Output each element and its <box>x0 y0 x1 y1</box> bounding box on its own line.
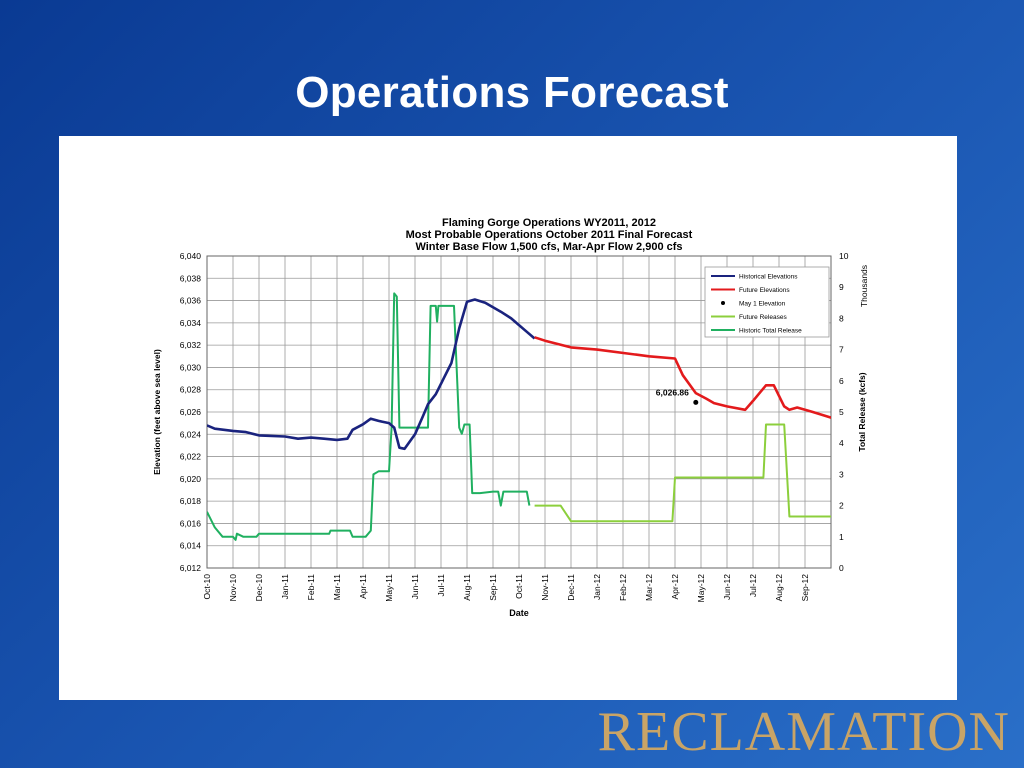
y-tick-label: 6,038 <box>180 273 202 283</box>
legend-label: Future Releases <box>739 314 787 321</box>
x-tick-label: Jun-12 <box>722 574 732 600</box>
y-tick-label: 6,024 <box>180 429 202 439</box>
y2-tick-label: 0 <box>839 563 844 573</box>
plot-frame <box>206 255 832 569</box>
x-tick-label: Dec-11 <box>566 574 576 601</box>
x-tick-label: Jan-12 <box>592 574 602 600</box>
slide-title: Operations Forecast <box>295 68 729 117</box>
chart-title-line: Most Probable Operations October 2011 Fi… <box>406 229 693 241</box>
y-tick-label: 6,036 <box>180 296 202 306</box>
y-tick-label: 6,022 <box>180 452 202 462</box>
y-axis-label: Elevation (feet above sea level) <box>152 349 162 475</box>
y2-tick-label: 1 <box>839 532 844 542</box>
x-tick-label: Dec-10 <box>254 574 264 602</box>
y2-tick-label: 3 <box>839 469 844 479</box>
y2-tick-label: 5 <box>839 407 844 417</box>
x-tick-label: Jul-11 <box>436 574 446 597</box>
x-tick-label: Mar-11 <box>332 574 342 601</box>
x-tick-label: Sep-11 <box>488 574 498 601</box>
legend-label: May 1 Elevation <box>739 301 786 308</box>
x-tick-label: Nov-11 <box>540 574 550 601</box>
y-tick-label: 6,018 <box>180 496 202 506</box>
x-axis-label: Date <box>509 608 529 618</box>
chart-title-line: Flaming Gorge Operations WY2011, 2012 <box>442 217 656 229</box>
x-tick-label: May-12 <box>696 574 706 603</box>
y-tick-label: 6,028 <box>180 385 202 395</box>
y2-tick-label: 8 <box>839 313 844 323</box>
y2-tick-label: 6 <box>839 376 844 386</box>
chart: Flaming Gorge Operations WY2011, 2012Mos… <box>152 217 869 618</box>
y-tick-label: 6,020 <box>180 474 202 484</box>
reclamation-logo-text: RECLAMATION <box>597 701 1010 763</box>
y2-tick-label: 2 <box>839 501 844 511</box>
x-tick-label: Feb-11 <box>306 574 316 601</box>
y-tick-label: 6,016 <box>180 518 202 528</box>
x-tick-label: Aug-11 <box>462 574 472 601</box>
x-tick-label: Oct-10 <box>202 574 212 600</box>
x-tick-label: Nov-10 <box>228 574 238 602</box>
legend-label: Future Elevations <box>739 287 790 294</box>
legend-label: Historical Elevations <box>739 274 798 281</box>
x-tick-label: May-11 <box>384 574 394 602</box>
x-tick-label: Jul-12 <box>748 574 758 597</box>
x-tick-label: Apr-11 <box>358 574 368 599</box>
legend-marker <box>721 301 725 305</box>
future-elevations-line <box>534 336 831 420</box>
x-tick-label: Jun-11 <box>410 574 420 600</box>
historical-elevations-line <box>207 298 536 451</box>
x-tick-label: Mar-12 <box>644 574 654 601</box>
may1-annotation-label: 6,026.86 <box>656 387 689 397</box>
y2-tick-label: 7 <box>839 345 844 355</box>
legend-label: Historic Total Release <box>739 328 802 335</box>
y-tick-label: 6,030 <box>180 362 202 372</box>
future-releases-line <box>534 423 831 523</box>
chart-title-line: Winter Base Flow 1,500 cfs, Mar-Apr Flow… <box>415 241 682 253</box>
chart-panel: Flaming Gorge Operations WY2011, 2012 Mos… <box>59 136 957 700</box>
y-tick-label: 6,032 <box>180 340 202 350</box>
y-tick-label: 6,012 <box>180 563 202 573</box>
y2-tick-label: 9 <box>839 282 844 292</box>
x-tick-label: Aug-12 <box>774 574 784 602</box>
x-tick-label: Jan-11 <box>280 574 290 600</box>
y-tick-label: 6,026 <box>180 407 202 417</box>
y-tick-label: 6,034 <box>180 318 202 328</box>
y-tick-label: 6,014 <box>180 541 202 551</box>
may-1-elevation-point <box>693 399 699 405</box>
x-tick-label: Oct-11 <box>514 574 524 599</box>
historic-total-release-line <box>207 292 531 541</box>
y2-axis-label: Total Release (kcfs) <box>857 372 867 451</box>
x-tick-label: Apr-12 <box>670 574 680 600</box>
x-tick-label: Sep-12 <box>800 574 810 602</box>
x-tick-label: Feb-12 <box>618 574 628 601</box>
y2-tick-label: 10 <box>839 251 849 261</box>
y2-tick-label: 4 <box>839 438 844 448</box>
y2-unit-label: Thousands <box>859 265 869 307</box>
y-tick-label: 6,040 <box>180 251 202 261</box>
legend-box <box>704 266 830 338</box>
